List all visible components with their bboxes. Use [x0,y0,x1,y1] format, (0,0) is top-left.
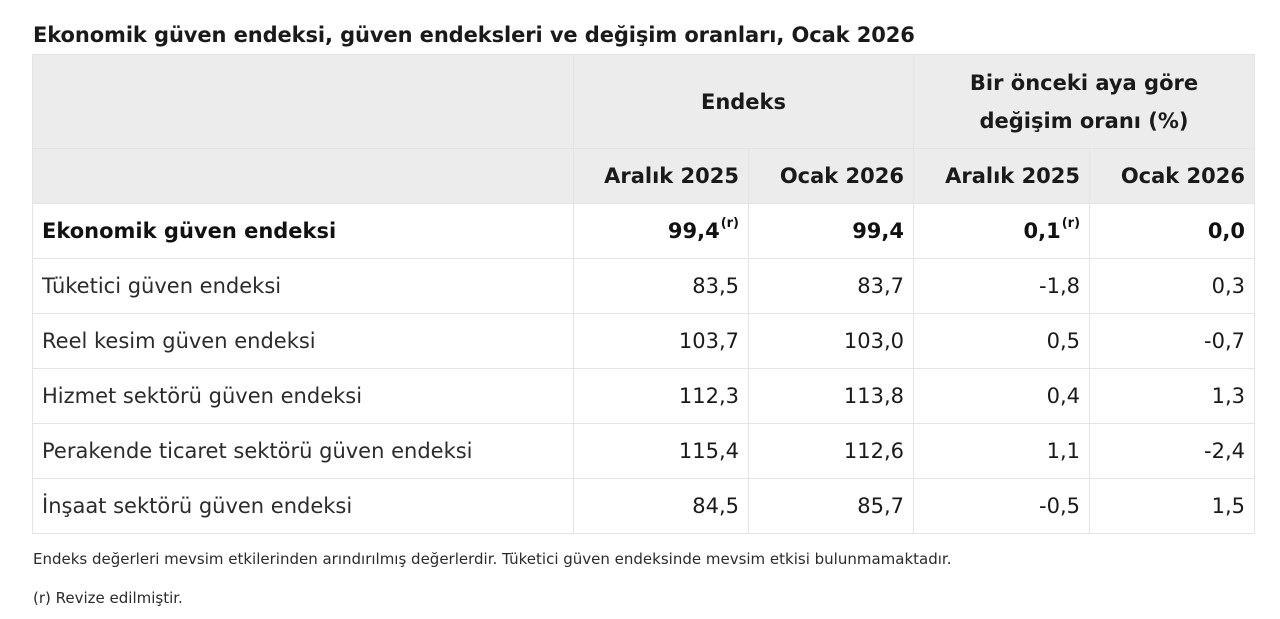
table-body: Ekonomik güven endeksi 99,4(r) 99,4 0,1(… [32,203,1256,534]
cell-value: 99,4 [667,219,720,243]
table-row: Reel kesim güven endeksi 103,7 103,0 0,5… [32,313,1256,369]
change-december-cell: 1,1 [913,423,1091,479]
change-january-cell: -2,4 [1089,423,1256,479]
index-january-cell: 112,6 [747,423,915,479]
table-row: Ekonomik güven endeksi 99,4(r) 99,4 0,1(… [32,203,1256,259]
row-label: İnşaat sektörü güven endeksi [32,478,574,534]
index-january-header: Ocak 2026 [747,148,915,204]
table-row: Tüketici güven endeksi 83,5 83,7 -1,8 0,… [32,258,1256,314]
change-december-cell: 0,4 [913,368,1091,424]
revised-mark: (r) [1061,216,1081,231]
index-december-cell: 84,5 [573,478,749,534]
row-label: Reel kesim güven endeksi [32,313,574,369]
change-group-header-text: Bir önceki aya göre değişim oranı (%) [969,70,1199,133]
index-january-cell: 99,4 [747,203,915,259]
change-december-cell: 0,1(r) [913,203,1091,259]
change-december-cell: -0,5 [913,478,1091,534]
change-group-header: Bir önceki aya göre değişim oranı (%) [913,54,1256,149]
cell-value: 0,1 [1023,219,1061,243]
revised-mark: (r) [720,216,739,231]
table-row: Hizmet sektörü güven endeksi 112,3 113,8… [32,368,1256,424]
seasonal-adjustment-note: Endeks değerleri mevsim etkilerinden arı… [33,550,952,568]
index-january-cell: 83,7 [747,258,915,314]
index-december-cell: 103,7 [573,313,749,369]
change-december-cell: 0,5 [913,313,1091,369]
row-label: Ekonomik güven endeksi [32,203,574,259]
index-december-cell: 112,3 [573,368,749,424]
table-row: Perakende ticaret sektörü güven endeksi … [32,423,1256,479]
change-january-cell: 0,0 [1089,203,1256,259]
index-january-cell: 85,7 [747,478,915,534]
row-label: Hizmet sektörü güven endeksi [32,368,574,424]
header-empty-cell [32,54,574,149]
group-header-row: Endeks Bir önceki aya göre değişim oranı… [32,54,1256,149]
change-january-cell: 1,5 [1089,478,1256,534]
row-label: Tüketici güven endeksi [32,258,574,314]
change-january-header: Ocak 2026 [1089,148,1256,204]
index-january-cell: 103,0 [747,313,915,369]
change-january-cell: -0,7 [1089,313,1256,369]
table-row: İnşaat sektörü güven endeksi 84,5 85,7 -… [32,478,1256,534]
table-title: Ekonomik güven endeksi, güven endeksleri… [33,23,915,47]
header-empty-cell [32,148,574,204]
change-january-cell: 1,3 [1089,368,1256,424]
change-january-cell: 0,3 [1089,258,1256,314]
row-label: Perakende ticaret sektörü güven endeksi [32,423,574,479]
change-december-header: Aralık 2025 [913,148,1091,204]
confidence-index-table: Endeks Bir önceki aya göre değişim oranı… [32,54,1256,534]
index-december-cell: 99,4(r) [573,203,749,259]
index-december-cell: 115,4 [573,423,749,479]
index-january-cell: 113,8 [747,368,915,424]
index-group-header: Endeks [572,54,915,149]
revised-note: (r) Revize edilmiştir. [33,589,183,607]
period-header-row: Aralık 2025 Ocak 2026 Aralık 2025 Ocak 2… [32,148,1256,204]
index-december-header: Aralık 2025 [573,148,749,204]
change-december-cell: -1,8 [913,258,1091,314]
index-december-cell: 83,5 [573,258,749,314]
